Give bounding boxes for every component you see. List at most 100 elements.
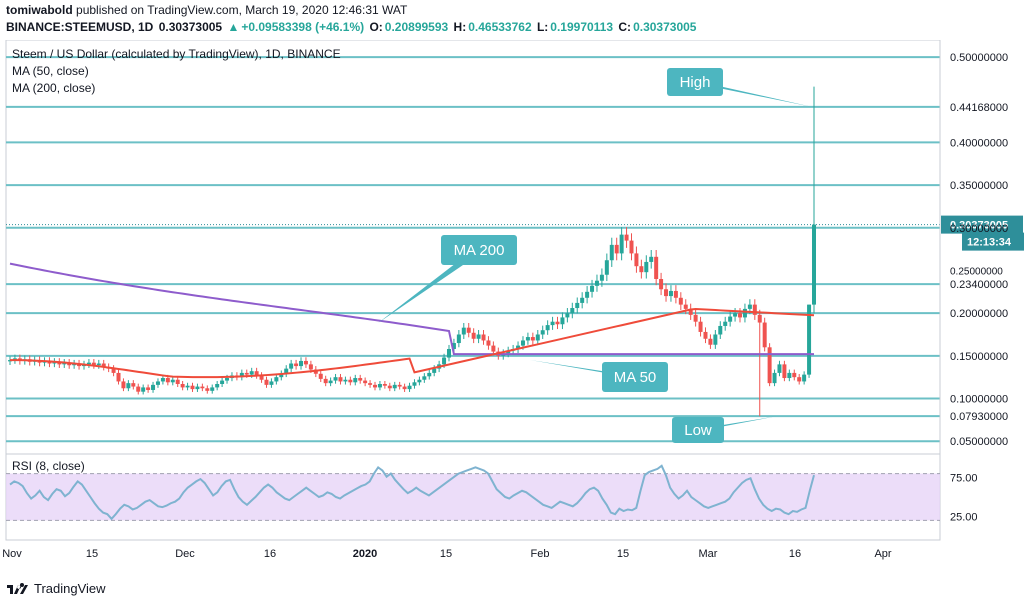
candle — [185, 385, 190, 388]
candle — [264, 379, 269, 385]
author-name[interactable]: tomiwabold — [6, 3, 73, 17]
time-axis-label: 15 — [86, 548, 98, 560]
time-axis-label: Mar — [699, 548, 718, 560]
candle — [151, 384, 156, 390]
candle — [525, 337, 530, 341]
legend-ma200: MA (200, close) — [12, 81, 95, 95]
candle — [693, 314, 698, 322]
candle — [792, 372, 797, 378]
candle — [165, 378, 170, 383]
last-price-tag — [941, 215, 1023, 234]
price-axis-label: 0.25000000 — [950, 266, 1003, 277]
legend-ma50: MA (50, close) — [12, 64, 89, 78]
candle — [708, 338, 713, 345]
candle — [318, 373, 323, 379]
candle — [772, 372, 777, 384]
candle — [368, 383, 373, 385]
price-axis-label: 0.05000000 — [950, 436, 1008, 448]
high-callout-box — [667, 68, 723, 96]
candle — [338, 377, 343, 382]
candle — [363, 380, 368, 384]
candle — [545, 325, 550, 331]
price-axis-label: 0.15000000 — [950, 351, 1008, 363]
low-callout[interactable]: Low — [672, 416, 777, 443]
change-value: +0.09583398 (+46.1%) — [241, 20, 365, 34]
candle — [446, 349, 451, 358]
candle — [555, 321, 560, 325]
candle — [812, 224, 816, 305]
candle — [308, 364, 313, 370]
candle — [141, 387, 146, 392]
candle — [116, 372, 121, 382]
time-axis-label: Feb — [531, 548, 550, 560]
candle — [146, 387, 151, 390]
open-value: 0.20899593 — [384, 20, 449, 34]
last-price-tag-text: 0.30373005 — [950, 220, 1008, 232]
footer-brand[interactable]: TradingView — [34, 580, 106, 596]
candle — [688, 308, 693, 315]
candle — [614, 244, 619, 254]
candle — [160, 378, 165, 382]
candle — [303, 360, 308, 365]
rsi-legend: RSI (8, close) — [12, 459, 85, 473]
candle — [96, 363, 101, 366]
candle — [580, 297, 585, 303]
candle — [328, 380, 333, 384]
candle — [442, 357, 447, 365]
candle — [540, 330, 545, 335]
ma200-callout[interactable]: MA 200 — [378, 235, 517, 323]
candle — [456, 334, 461, 344]
candle — [343, 379, 348, 382]
candle — [639, 266, 644, 273]
time-axis-label: 16 — [789, 548, 801, 560]
tradingview-logo-icon[interactable] — [6, 580, 28, 596]
candle — [412, 382, 417, 386]
candle — [417, 379, 422, 383]
ma50-callout-label: MA 50 — [614, 369, 657, 386]
candle — [767, 347, 772, 384]
candle — [392, 384, 397, 389]
price-axis-label: 0.35000000 — [950, 180, 1008, 192]
candle — [131, 383, 136, 387]
symbol-label: BINANCE:STEEMUSD, 1D — [6, 20, 154, 34]
candle — [136, 386, 141, 392]
candle — [585, 291, 590, 298]
candle — [289, 363, 294, 369]
candle — [713, 334, 718, 345]
candle — [644, 261, 649, 273]
candle — [762, 322, 767, 348]
candle — [530, 337, 535, 341]
high-callout[interactable]: High — [667, 68, 812, 107]
candle — [723, 321, 728, 326]
price-chart[interactable]: Steem / US Dollar (calculated by Trading… — [0, 40, 1024, 576]
candle — [377, 384, 382, 388]
candle — [249, 371, 254, 375]
rsi-band — [6, 473, 940, 521]
close-value: 0.30373005 — [633, 20, 697, 34]
candle — [654, 256, 659, 280]
rsi-line — [9, 464, 815, 521]
candle — [461, 327, 466, 335]
candle — [629, 240, 634, 254]
candle — [550, 321, 555, 326]
candle — [205, 388, 210, 391]
candle — [624, 234, 629, 241]
price-axis-label: 0.30000000 — [950, 223, 1008, 235]
price-axis-label: 0.50000000 — [950, 52, 1008, 64]
candle — [668, 290, 673, 297]
time-axis-label: 16 — [264, 548, 276, 560]
candle — [797, 377, 802, 382]
ma50-callout[interactable]: MA 50 — [530, 360, 668, 392]
publish-text: published on TradingView.com, March 19, … — [76, 3, 408, 17]
candle — [269, 381, 274, 385]
candle — [516, 345, 521, 350]
open-label: O: — [369, 20, 383, 34]
ohlc-header: BINANCE:STEEMUSD, 1D 0.30373005 ▲ +0.0958… — [6, 20, 698, 34]
candle — [254, 371, 259, 376]
candle — [259, 375, 264, 380]
time-axis-label: Apr — [874, 548, 891, 560]
candle — [294, 363, 299, 367]
candle — [382, 384, 387, 386]
candle — [787, 372, 792, 379]
time-axis-label: 15 — [440, 548, 452, 560]
